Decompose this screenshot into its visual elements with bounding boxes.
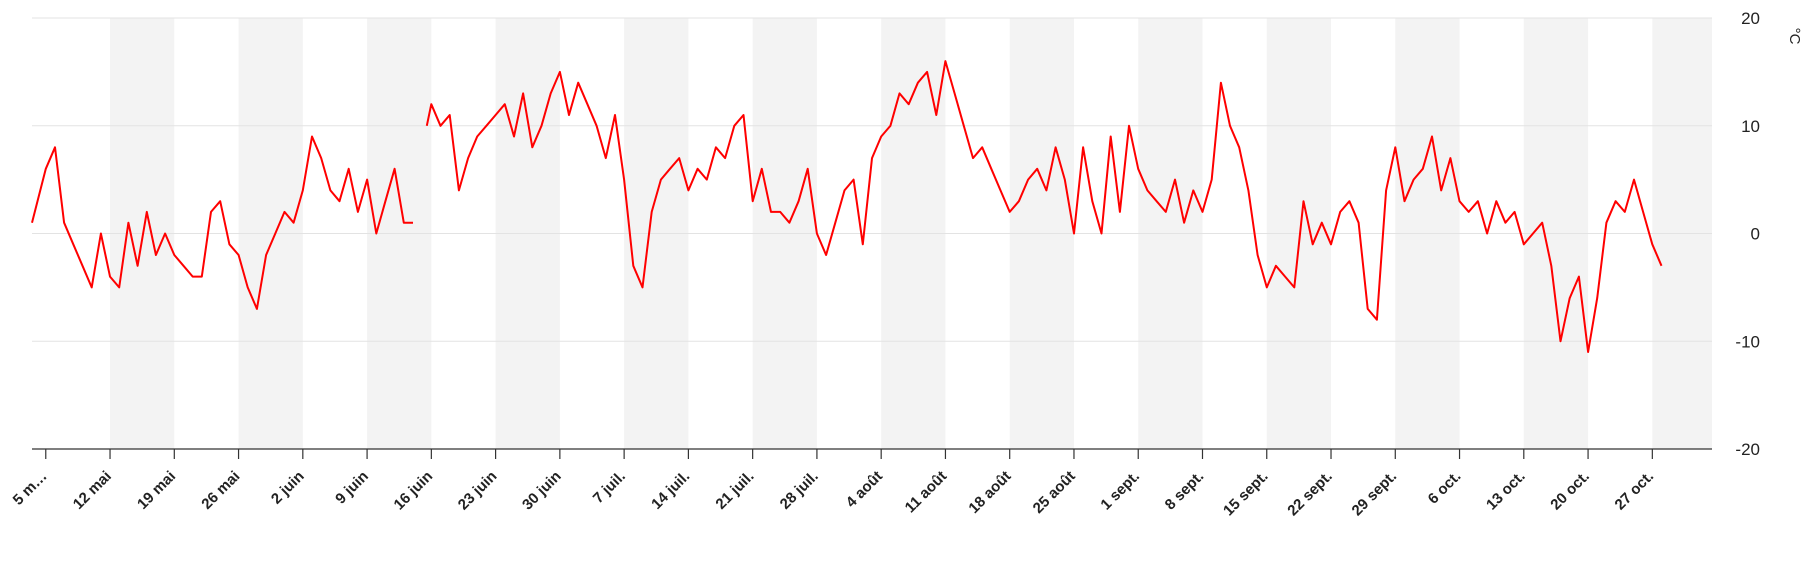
x-tick-label: 25 août	[1030, 468, 1079, 517]
y-tick-label: 10	[1741, 117, 1760, 136]
x-tick-label: 13 oct.	[1483, 468, 1529, 514]
x-tick-label: 8 sept.	[1162, 468, 1208, 514]
x-tick-label: 6 oct.	[1425, 468, 1465, 508]
x-tick-label: 2 juin	[268, 468, 308, 508]
x-tick-label: 20 oct.	[1547, 468, 1593, 514]
x-tick-label: 18 août	[965, 468, 1014, 517]
x-tick-label: 11 août	[902, 468, 951, 517]
x-tick-label: 4 août	[843, 468, 886, 511]
x-tick-label: 26 mai	[198, 468, 243, 513]
x-tick-label: 29 sept.	[1349, 468, 1401, 520]
y-axis: 20 10 0 -10 -20	[1735, 9, 1760, 459]
x-tick-label: 15 sept.	[1220, 468, 1272, 520]
x-tick-label: 5 m…	[10, 468, 51, 509]
x-tick-label: 9 juin	[332, 468, 372, 508]
series-lines	[31, 60, 1663, 353]
x-tick-label: 22 sept.	[1284, 468, 1336, 520]
y-axis-unit-label: °C	[1786, 28, 1803, 45]
x-tick-label: 7 juil.	[590, 468, 629, 507]
series-line	[31, 135, 413, 310]
x-tick-label: 1 sept.	[1097, 468, 1143, 514]
y-tick-label: 20	[1741, 9, 1760, 28]
x-tick-label: 30 juin	[519, 468, 565, 514]
x-tick-label: 14 juil.	[648, 468, 693, 513]
y-tick-label: 0	[1751, 225, 1760, 244]
x-tick-label: 21 juil.	[712, 468, 757, 513]
x-tick-label: 27 oct.	[1612, 468, 1658, 514]
x-tick-label: 28 juil.	[777, 468, 822, 513]
x-tick-label: 12 mai	[70, 468, 115, 513]
x-axis: 5 m… 12 mai 19 mai 26 mai 2 juin 9 juin 16 jui…	[10, 448, 1712, 520]
x-tick-label: 16 juin	[391, 468, 437, 514]
y-tick-label: -10	[1735, 332, 1760, 351]
series-line	[425, 60, 1663, 353]
x-tick-label: 19 mai	[134, 468, 179, 513]
y-tick-label: -20	[1735, 440, 1760, 459]
x-tick-label: 23 juin	[455, 468, 501, 514]
